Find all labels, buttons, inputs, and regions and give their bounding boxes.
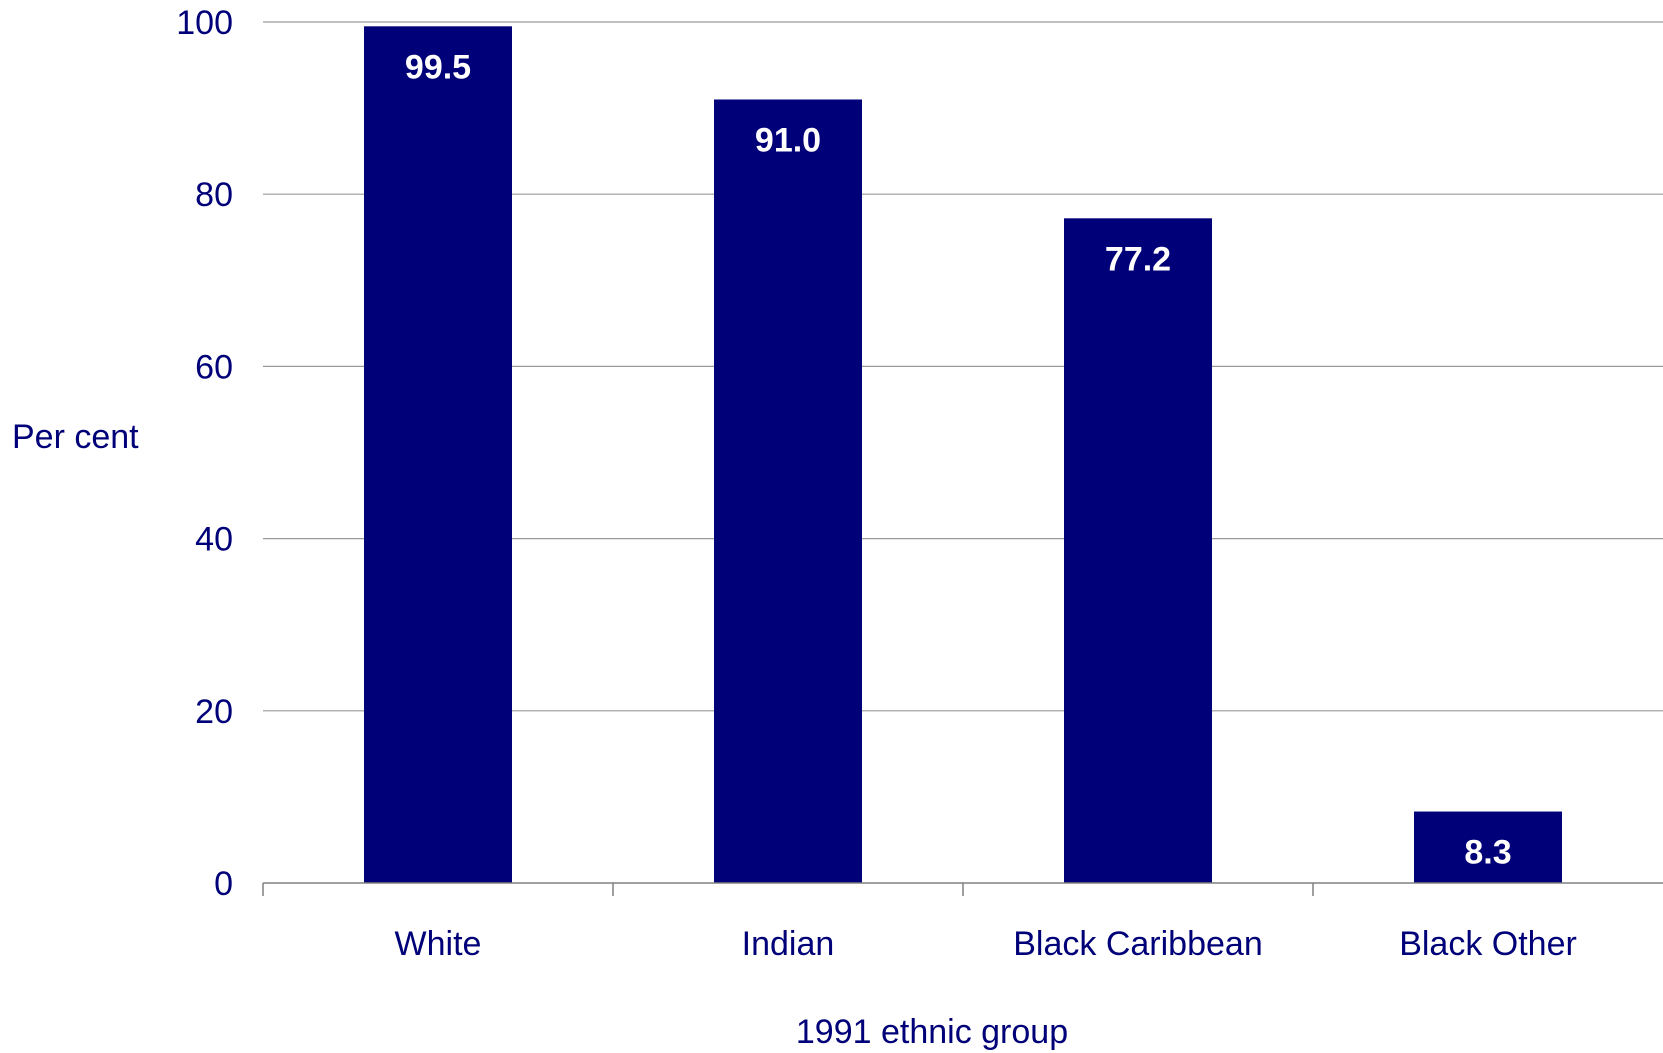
- data-label: 8.3: [1464, 834, 1511, 872]
- x-tick-label: Black Caribbean: [1013, 925, 1262, 963]
- bars: [364, 26, 1562, 884]
- bar: [1414, 811, 1562, 883]
- bar: [714, 99, 862, 884]
- y-tick-labels: 0 20 40 60 80 100: [176, 4, 233, 903]
- y-tick-label: 80: [195, 176, 233, 214]
- y-tick-label: 100: [176, 4, 233, 42]
- data-label: 91.0: [755, 121, 821, 159]
- bar: [1064, 218, 1212, 884]
- y-tick-label: 0: [214, 865, 233, 903]
- y-axis-label: Per cent: [12, 418, 139, 456]
- x-tick-labels: White Indian Black Caribbean Black Other: [395, 925, 1577, 963]
- y-tick-label: 20: [195, 693, 233, 731]
- x-tick-label: Indian: [742, 925, 835, 963]
- y-tick-label: 60: [195, 348, 233, 386]
- x-tick-label: White: [395, 925, 482, 963]
- data-label: 99.5: [405, 48, 471, 86]
- x-tick-label: Black Other: [1399, 925, 1577, 963]
- axes: [262, 882, 1663, 896]
- x-axis-label: 1991 ethnic group: [796, 1013, 1068, 1051]
- data-label: 77.2: [1105, 240, 1171, 278]
- y-tick-label: 40: [195, 521, 233, 559]
- bar: [364, 26, 512, 884]
- data-labels: 99.5 91.0 77.2 8.3: [405, 48, 1512, 871]
